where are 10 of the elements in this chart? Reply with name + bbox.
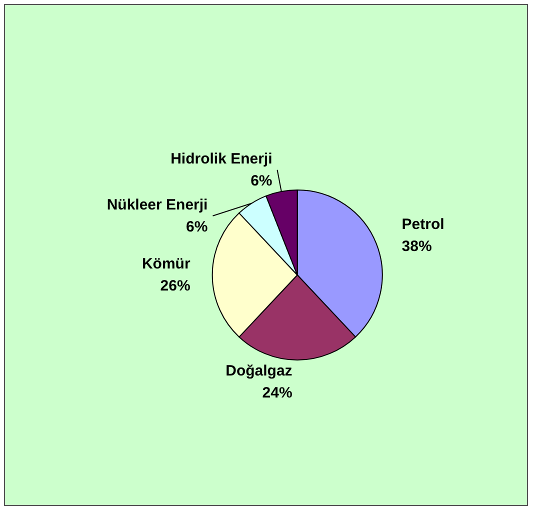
- data-label: 6%: [250, 172, 272, 190]
- data-label: 24%: [262, 384, 292, 402]
- data-label: 38%: [402, 238, 432, 256]
- slice-label: Doğalgaz: [226, 362, 292, 380]
- slice-label: Hidrolik Enerji: [170, 150, 272, 168]
- data-label: 6%: [186, 218, 208, 236]
- slice-label: Kömür: [142, 256, 190, 272]
- slice-label: Nükleer Enerji: [106, 196, 208, 214]
- data-label: 26%: [160, 278, 190, 294]
- slice-label: Petrol: [402, 216, 444, 234]
